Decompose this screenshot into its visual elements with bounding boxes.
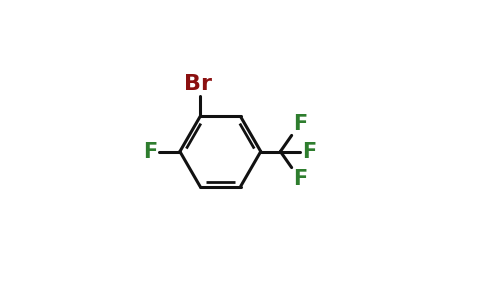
Text: F: F	[293, 169, 307, 189]
Text: F: F	[143, 142, 157, 161]
Text: Br: Br	[184, 74, 212, 94]
Text: F: F	[293, 114, 307, 134]
Text: F: F	[302, 142, 316, 161]
